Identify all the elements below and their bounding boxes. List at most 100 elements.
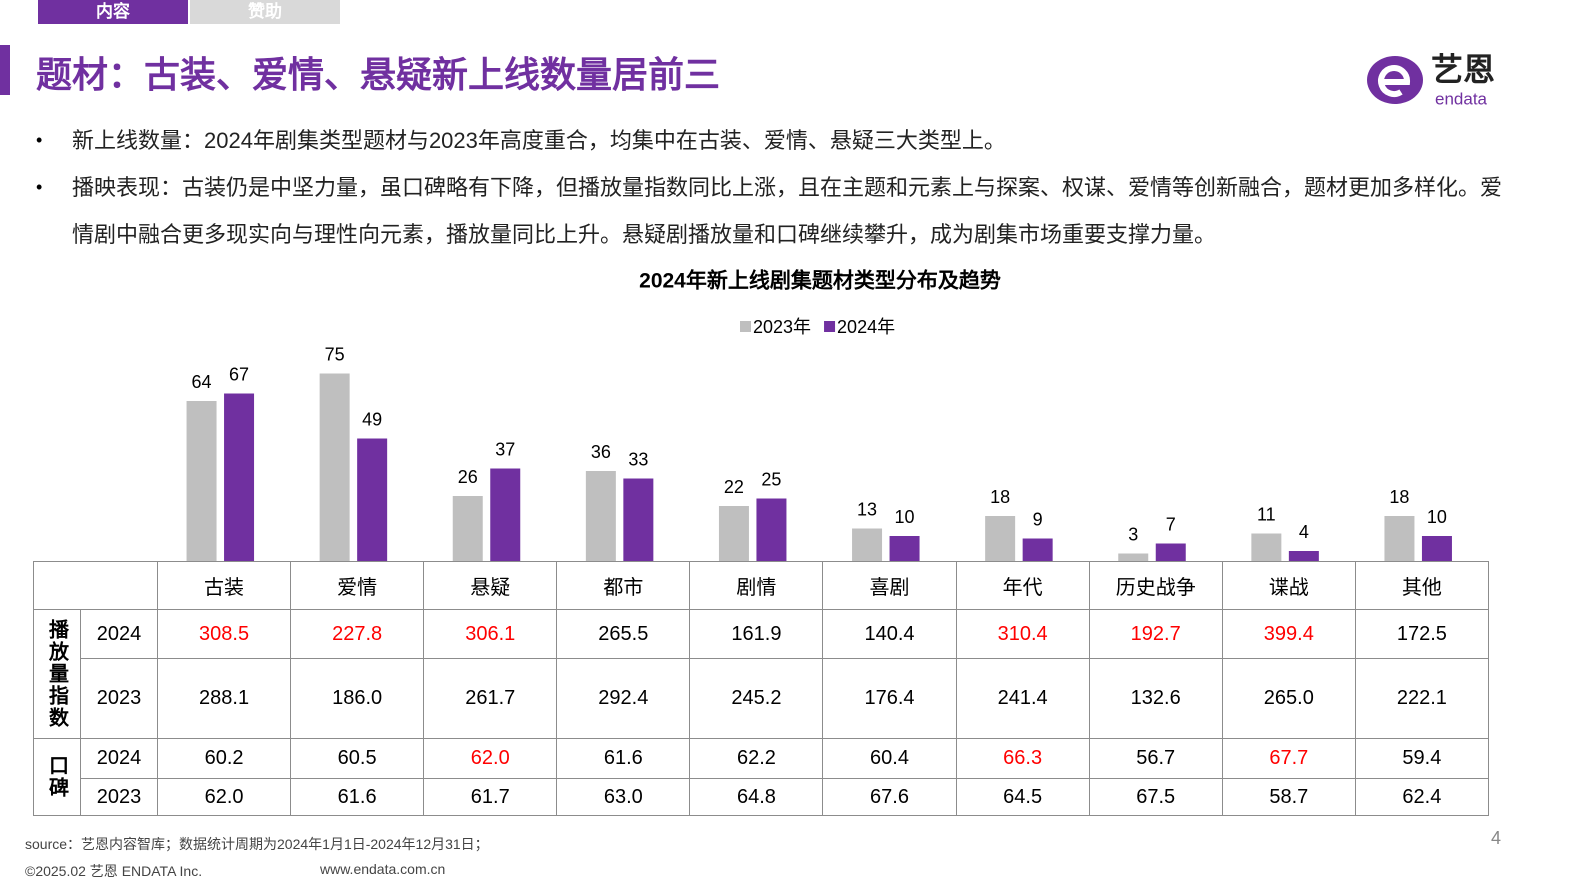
table-cell: 265.5 — [556, 609, 691, 659]
source: source：艺恩内容智库；数据统计周期为2024年1月1日-2024年12月3… — [25, 836, 489, 852]
column-header: 其他 — [1354, 561, 1489, 610]
bar — [889, 536, 920, 561]
bullet-dot: • — [36, 130, 43, 150]
row-year: 2023 — [80, 658, 158, 739]
table-cell: 265.0 — [1221, 658, 1356, 739]
column-header: 喜剧 — [822, 561, 957, 610]
group-label: 播放量指数 — [33, 609, 81, 739]
table-cell: 186.0 — [290, 658, 425, 739]
table-cell: 67.6 — [822, 778, 957, 816]
table-header-row: 古装 爱情 悬疑 都市 剧情 喜剧 年代 历史战争 谍战 其他 — [33, 561, 1489, 610]
bar — [1288, 551, 1319, 561]
table-cell: 192.7 — [1088, 609, 1223, 659]
table-cell: 222.1 — [1354, 658, 1489, 739]
row-year: 2023 — [80, 778, 158, 816]
table-cell: 140.4 — [822, 609, 957, 659]
bar-value-label: 64 — [192, 372, 212, 392]
chart-title: 2024年新上线剧集题材类型分布及趋势 — [639, 269, 1001, 293]
bar — [1118, 553, 1149, 561]
bar — [585, 471, 616, 561]
data-table: 古装 爱情 悬疑 都市 剧情 喜剧 年代 历史战争 谍战 其他 播放量指数 2024 308.5 227.… — [33, 561, 1489, 816]
bar-value-label: 10 — [1427, 507, 1447, 527]
table-cell: 61.7 — [423, 778, 558, 816]
bar-value-label: 7 — [1166, 514, 1176, 534]
bullet: 新上线数量：2024年剧集类型题材与2023年高度重合，均集中在古装、爱情、悬疑… — [72, 128, 1006, 153]
table-cell: 61.6 — [556, 738, 691, 779]
bar — [452, 496, 483, 561]
bar — [490, 468, 521, 561]
table-cell: 241.4 — [955, 658, 1090, 739]
table-row: 口碑 2024 60.2 60.5 62.0 61.6 62.2 60.4 66.3 56.7 67… — [33, 738, 1489, 816]
table-row: 2023 62.0 61.6 61.7 63.0 64.8 67.6 64.5 67.5 58.7… — [34, 778, 1489, 816]
bar-value-label: 22 — [724, 477, 744, 497]
group-label: 口碑 — [33, 738, 81, 816]
column-header: 历史战争 — [1088, 561, 1223, 610]
bar-value-label: 75 — [325, 344, 345, 364]
bar — [357, 438, 388, 561]
table-cell: 399.4 — [1221, 609, 1356, 659]
bar — [1022, 538, 1053, 561]
table-cell: 308.5 — [156, 609, 292, 659]
column-header: 剧情 — [689, 561, 824, 610]
row-year: 2024 — [80, 609, 158, 659]
table-cell: 60.4 — [822, 738, 957, 779]
bar — [1155, 543, 1186, 561]
nav-tab[interactable]: 内容 — [38, 0, 188, 24]
bar — [1421, 536, 1452, 561]
table-cell: 176.4 — [822, 658, 957, 739]
table-cell: 172.5 — [1354, 609, 1489, 659]
bar — [756, 498, 787, 561]
bar-value-label: 11 — [1257, 504, 1276, 524]
bar-value-label: 13 — [857, 499, 877, 519]
table-cell: 227.8 — [290, 609, 425, 659]
table-cell: 62.0 — [423, 738, 558, 779]
url: www.endata.com.cn — [320, 861, 446, 877]
title-accent — [0, 45, 10, 95]
bar-value-label: 3 — [1128, 524, 1138, 544]
column-header: 都市 — [556, 561, 691, 610]
logo: 艺恩 endata — [1367, 51, 1495, 108]
bar-value-label: 33 — [628, 449, 648, 469]
bar-value-label: 36 — [591, 442, 611, 462]
column-header: 古装 — [156, 561, 292, 610]
table-cell: 261.7 — [423, 658, 558, 739]
nav-tab[interactable]: 赞助 — [190, 0, 340, 24]
row-year: 2024 — [80, 738, 158, 779]
bar-value-label: 18 — [990, 487, 1010, 507]
bullet-dot: • — [36, 177, 43, 197]
bar-value-label: 49 — [362, 409, 382, 429]
bar-value-label: 37 — [495, 439, 515, 459]
logo-e — [1378, 65, 1411, 97]
table-cell: 64.5 — [955, 778, 1090, 816]
bar — [186, 401, 217, 561]
bar — [718, 506, 749, 561]
table-cell: 66.3 — [955, 738, 1090, 779]
bar-value-label: 9 — [1033, 509, 1043, 529]
table-row: 2023 288.1 186.0 261.7 292.4 245.2 176.4 241.4 1… — [34, 658, 1489, 739]
table-corner — [33, 561, 158, 610]
table-cell: 59.4 — [1354, 738, 1489, 779]
table-cell: 56.7 — [1088, 738, 1223, 779]
logo-sub: endata — [1435, 89, 1488, 108]
bullet: 播映表现：古装仍是中坚力量，虽口碑略有下降，但播放量指数同比上涨，且在主题和元素… — [72, 175, 1503, 247]
table-cell: 62.0 — [156, 778, 292, 816]
table-cell: 61.6 — [290, 778, 425, 816]
table-cell: 62.2 — [689, 738, 824, 779]
page-number: 4 — [1491, 828, 1502, 848]
table-cell: 60.5 — [290, 738, 425, 779]
bar — [852, 528, 883, 561]
bar — [1251, 533, 1282, 561]
table-row: 播放量指数 2024 308.5 227.8 306.1 265.5 161.9 140.4 3… — [33, 609, 1489, 739]
bar — [1384, 516, 1415, 561]
column-header: 悬疑 — [423, 561, 558, 610]
table-cell: 161.9 — [689, 609, 824, 659]
table-cell: 245.2 — [689, 658, 824, 739]
legend-label: 2023年 — [753, 317, 811, 337]
table-cell: 67.7 — [1221, 738, 1356, 779]
bar-value-label: 26 — [458, 467, 478, 487]
logo-brand: 艺恩 — [1431, 51, 1495, 87]
table-cell: 310.4 — [955, 609, 1090, 659]
table-cell: 60.2 — [156, 738, 292, 779]
bar — [224, 393, 255, 561]
